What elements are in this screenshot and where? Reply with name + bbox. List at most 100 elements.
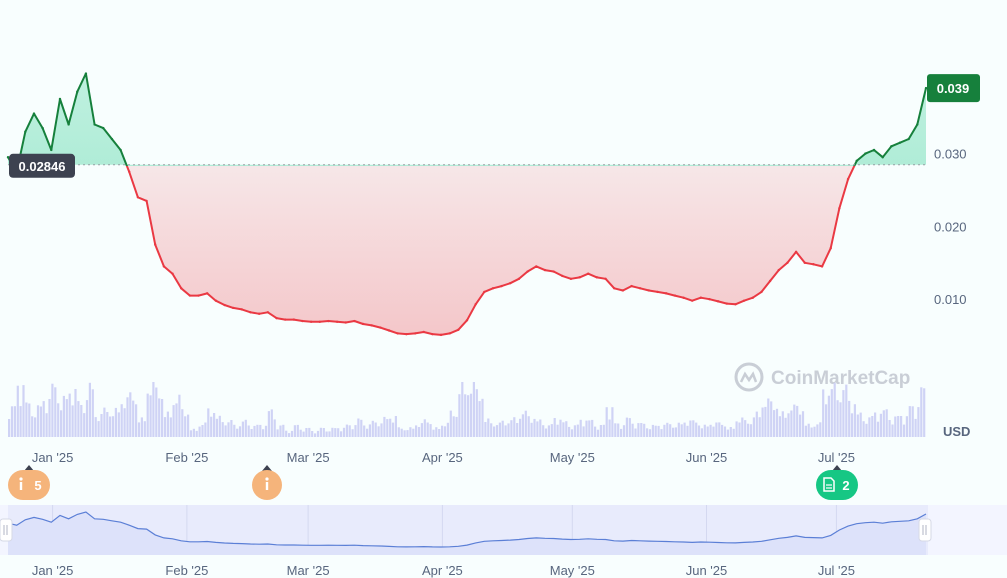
volume-bar [666, 422, 669, 437]
volume-bar [726, 429, 729, 437]
volume-bar [117, 412, 120, 437]
volume-bar [755, 411, 758, 437]
volume-bar [345, 424, 348, 437]
price-point [93, 123, 96, 126]
volume-bar [94, 417, 97, 437]
volume-bar [816, 424, 819, 437]
volume-bar [879, 413, 882, 437]
price-point [24, 130, 27, 133]
price-point [716, 300, 720, 303]
coinmarketcap-logo-icon [734, 362, 764, 392]
volume-bar [100, 414, 103, 437]
volume-bar [48, 399, 51, 437]
price-point [613, 287, 616, 290]
volume-bar [244, 419, 247, 437]
navigator-x-tick-label: Mar '25 [287, 563, 330, 578]
volume-bar [210, 416, 213, 437]
event-marker-1[interactable]: 5 [8, 465, 50, 500]
volume-bar [143, 421, 146, 437]
volume-bar [215, 418, 218, 437]
volume-bar [207, 408, 210, 437]
event-marker-3[interactable]: 2 [816, 465, 858, 500]
volume-bar [504, 425, 507, 437]
volume-bar [299, 429, 302, 437]
price-point [361, 322, 365, 326]
volume-bar [426, 422, 429, 437]
navigator-right-handle[interactable] [918, 518, 932, 542]
volume-bar [88, 382, 91, 437]
volume-bar [501, 420, 504, 437]
price-point [881, 156, 884, 159]
volume-bar [293, 425, 296, 437]
volume-bar [16, 385, 19, 437]
event-marker-2[interactable] [252, 465, 282, 500]
volume-bar [45, 413, 48, 437]
volume-bar [227, 422, 230, 437]
price-point [50, 148, 53, 152]
price-point [734, 303, 737, 306]
area-above-reference [8, 73, 926, 166]
volume-bar [622, 425, 626, 437]
volume-bar [631, 423, 634, 437]
price-point [673, 294, 677, 297]
price-point [231, 306, 235, 310]
price-point [812, 263, 815, 266]
volume-bar [550, 424, 553, 437]
price-point [517, 277, 521, 281]
volume-bar [885, 409, 888, 437]
x-tick-label: May '25 [550, 450, 595, 465]
price-point [387, 329, 391, 332]
volume-bar [674, 427, 677, 437]
x-tick-label: Feb '25 [165, 450, 208, 465]
volume-bar [836, 400, 839, 437]
price-point [41, 126, 44, 130]
volume-bar [729, 427, 732, 437]
price-point [491, 287, 495, 290]
price-point [162, 265, 166, 268]
volume-bar [120, 404, 123, 437]
volume-bar [516, 423, 519, 437]
volume-bar [484, 422, 487, 437]
volume-bar [441, 425, 444, 437]
volume-bar [605, 407, 608, 437]
volume-bar [158, 398, 161, 437]
price-point [838, 207, 841, 210]
y-axis-ticks: 0.010 0.020 0.030 [934, 147, 967, 308]
volume-bar [663, 424, 666, 437]
volume-bar [415, 425, 418, 437]
volume-bar [467, 395, 470, 437]
volume-bar [775, 408, 779, 437]
price-point [405, 332, 408, 336]
volume-bar [132, 400, 135, 437]
navigator-left-handle[interactable] [0, 518, 13, 542]
volume-bar [250, 429, 253, 437]
y-tick-label: 0.030 [934, 147, 967, 162]
volume-bar [767, 398, 770, 437]
volume-bar [282, 424, 285, 437]
volume-bar [213, 413, 216, 437]
volume-bar [796, 405, 799, 437]
volume-bar [848, 400, 851, 437]
volume-bar [862, 421, 865, 437]
price-point [552, 270, 555, 273]
volume-bar [723, 426, 727, 437]
volume-bar [764, 406, 767, 437]
price-point [6, 156, 10, 159]
price-point [257, 312, 261, 315]
price-point [595, 276, 599, 279]
volume-bar [703, 424, 706, 437]
price-point [171, 272, 174, 275]
volume-bar [865, 423, 868, 437]
range-navigator[interactable] [0, 505, 1007, 555]
volume-bar [114, 407, 117, 437]
price-point [180, 287, 183, 290]
x-axis-labels: Jan '25 Feb '25 Mar '25 Apr '25 May '25 Jun '… [32, 450, 855, 465]
volume-bar [562, 422, 565, 437]
volume-bar [539, 419, 542, 437]
price-point [214, 299, 218, 302]
volume-bar [348, 425, 351, 437]
volume-bar [308, 427, 311, 437]
price-point [569, 277, 573, 281]
